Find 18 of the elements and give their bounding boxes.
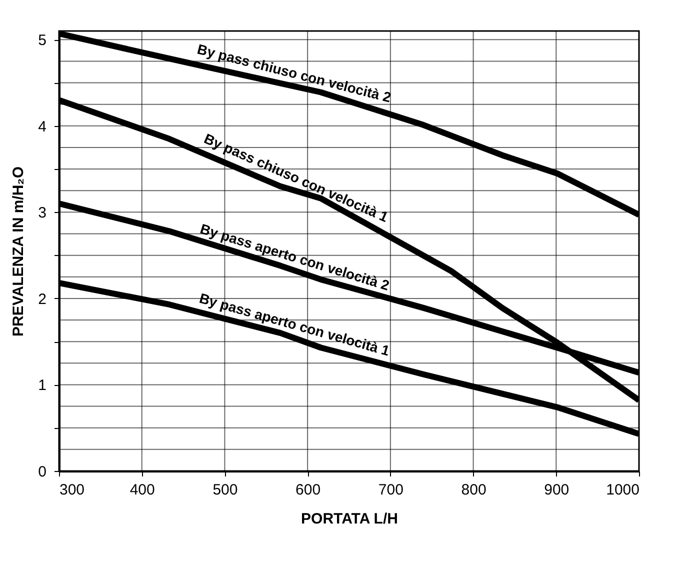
text: By pass aperto con velocità 1 bbox=[198, 290, 392, 359]
x-tick-label: 900 bbox=[544, 482, 570, 498]
x-tick-label: 500 bbox=[212, 482, 238, 498]
text: By pass chiuso con velocità 2 bbox=[196, 40, 393, 106]
y-tick-label: 4 bbox=[38, 118, 46, 136]
y-axis-title: PREVALENZA IN m/H₂O bbox=[10, 166, 28, 337]
x-axis-title: PORTATA L/H bbox=[301, 510, 398, 528]
y-tick-label: 0 bbox=[38, 464, 46, 480]
x-tick-label: 800 bbox=[461, 482, 486, 498]
x-tick-label: 700 bbox=[378, 482, 404, 498]
y-tick-label: 3 bbox=[38, 204, 46, 222]
y-tick-label: 2 bbox=[38, 290, 46, 308]
x-tick-label: 1000 bbox=[606, 482, 640, 498]
y-tick-label: 1 bbox=[38, 377, 46, 394]
x-tick-label: 600 bbox=[296, 482, 321, 498]
y-tick-label: 5 bbox=[38, 32, 46, 50]
x-tick-label: 300 bbox=[60, 482, 85, 498]
x-tick-label: 400 bbox=[130, 482, 155, 498]
